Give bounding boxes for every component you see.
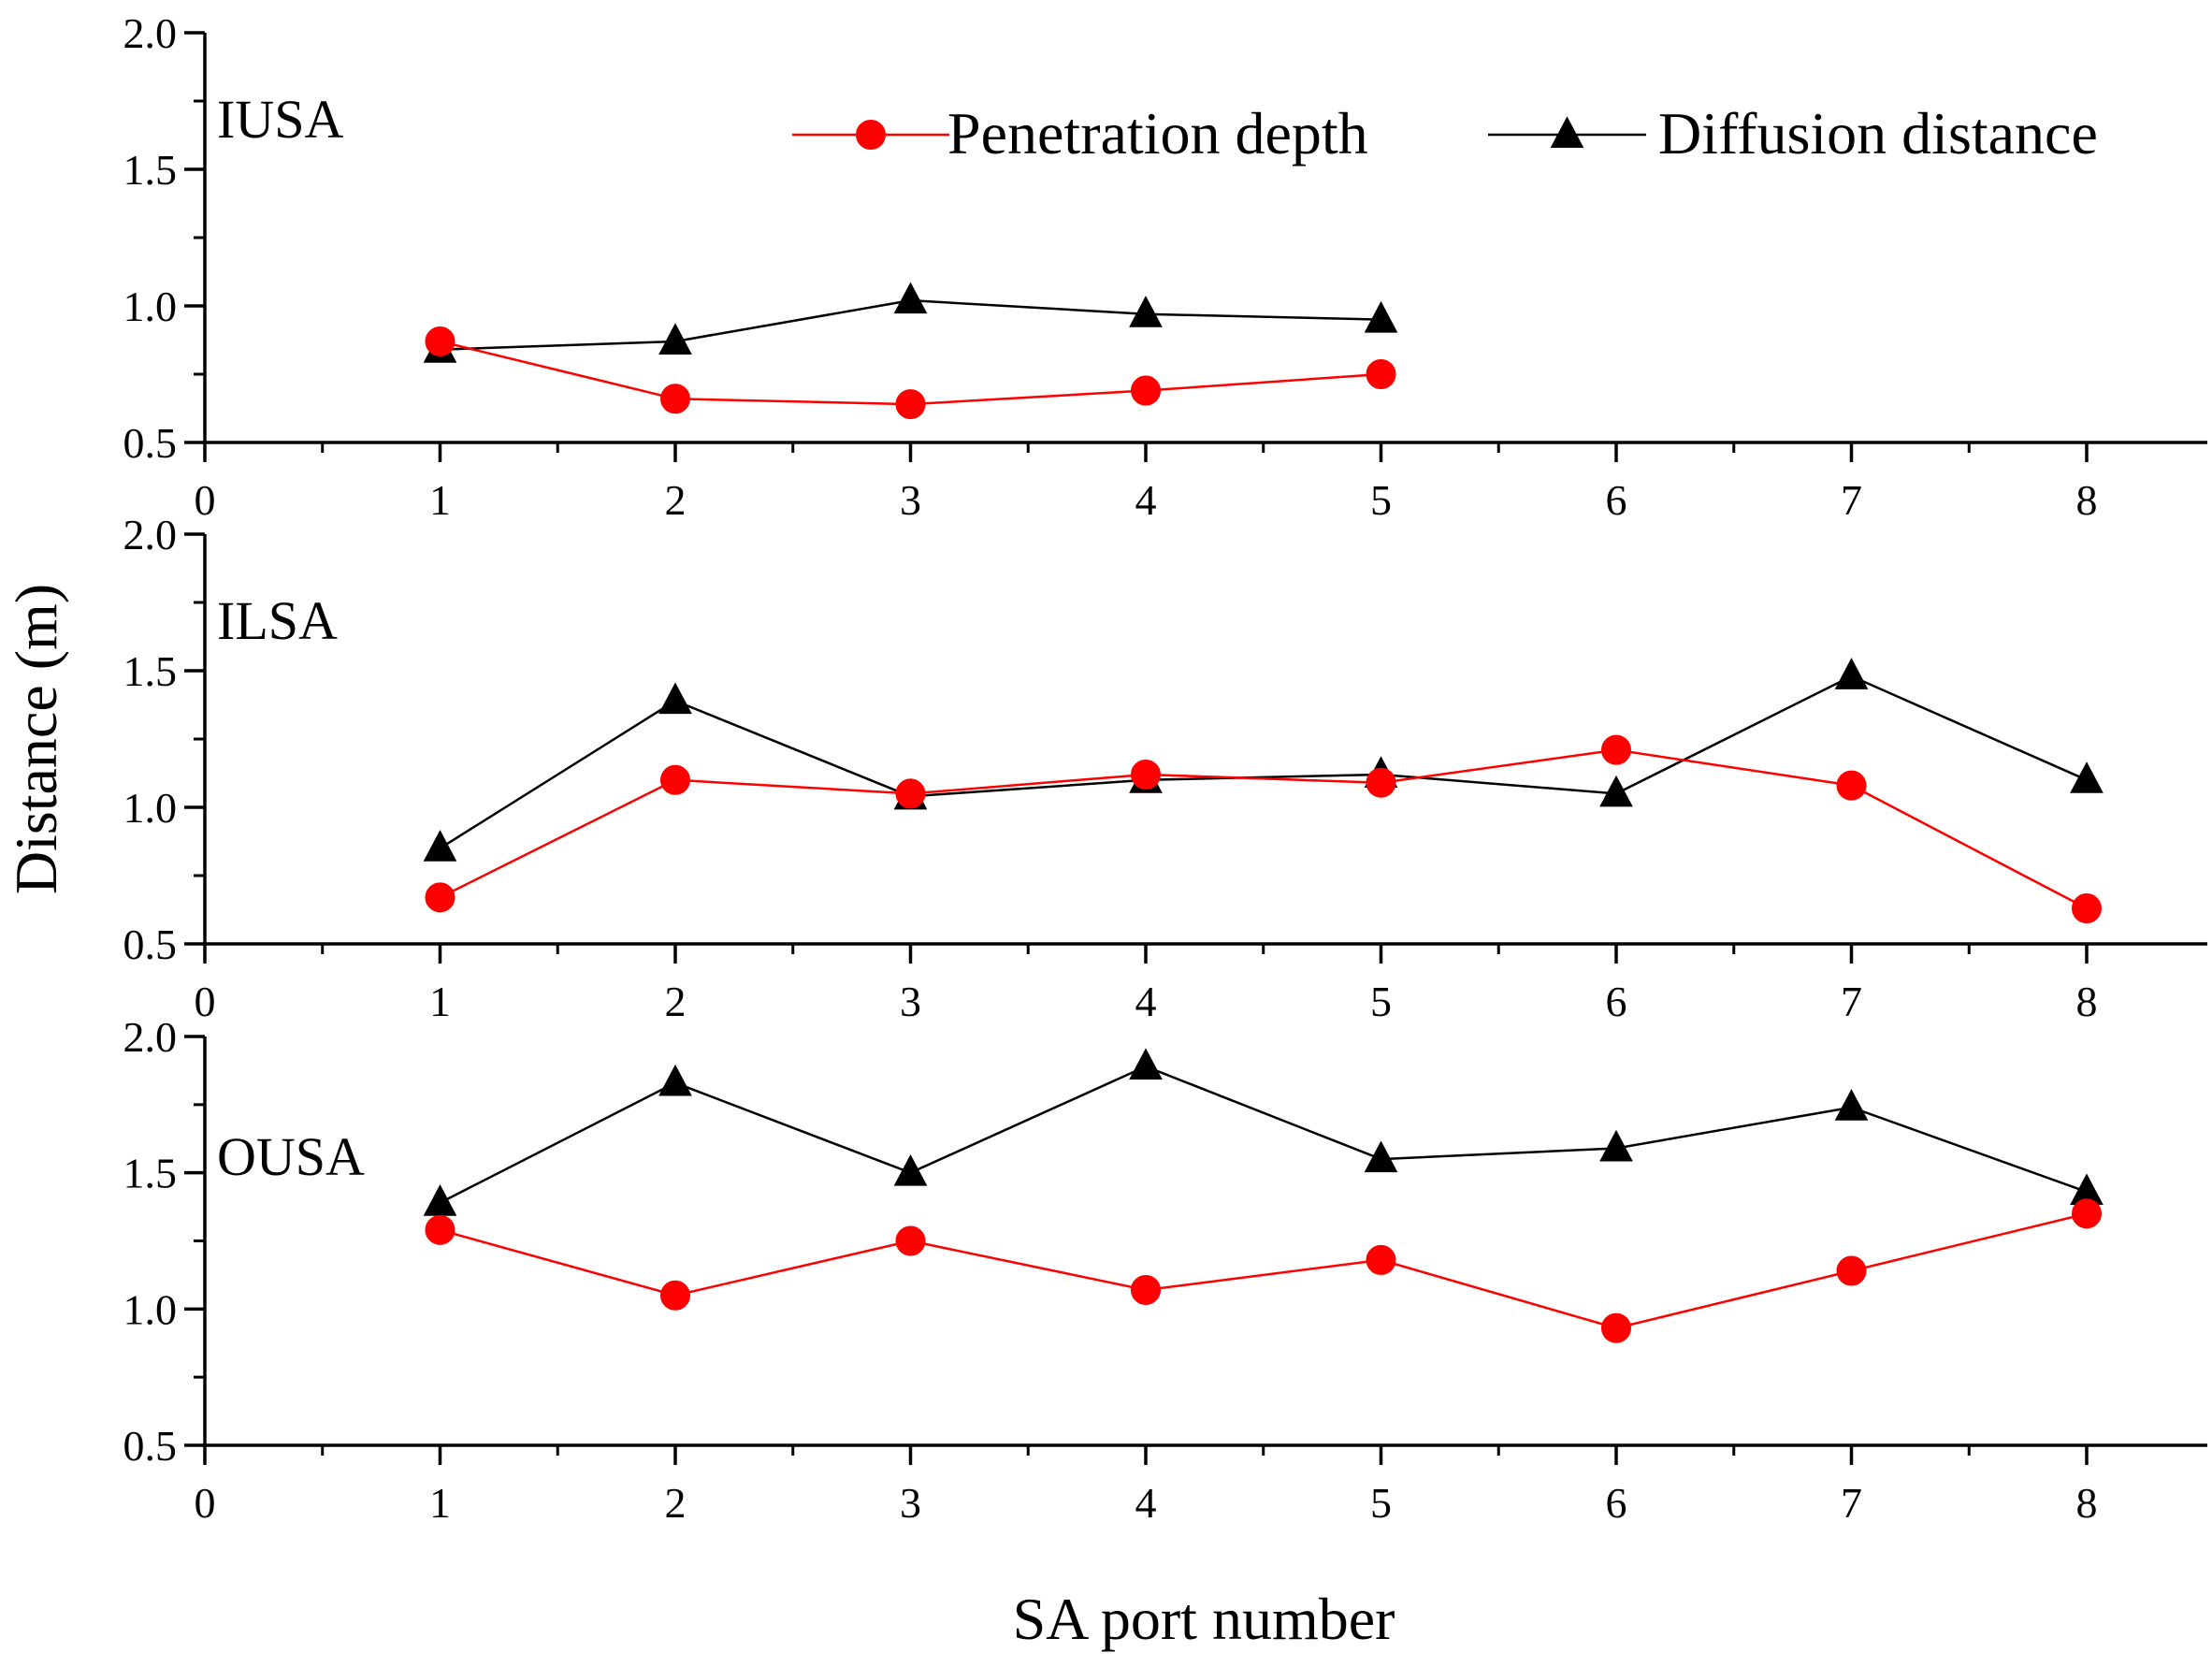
x-tick-label: 8 xyxy=(2076,476,2098,524)
diffusion-distance-point xyxy=(1599,1129,1633,1162)
diffusion-distance-point xyxy=(658,1064,692,1096)
panel-ilsa: 0.5 1.0 1.5 2.0 0 1 2 3 4 5 6 7 8 ILSA xyxy=(123,511,2207,1025)
y-tick-label: 0.5 xyxy=(123,1422,178,1470)
legend-marker-diffusion-distance xyxy=(1550,116,1584,148)
x-tick-label: 2 xyxy=(665,978,687,1025)
x-tick-label: 3 xyxy=(900,1479,921,1527)
penetration-depth-point xyxy=(1366,767,1396,798)
x-tick-label: 2 xyxy=(665,1479,687,1527)
panel-label: OUSA xyxy=(217,1126,365,1187)
penetration-depth-point xyxy=(1601,1312,1631,1343)
y-tick-label: 1.0 xyxy=(123,784,178,832)
panel-ousa: 0.5 1.0 1.5 2.0 0 1 2 3 4 5 6 7 8 OUSA xyxy=(123,1013,2207,1527)
x-tick-label: 6 xyxy=(1606,978,1627,1025)
penetration-depth-point xyxy=(2072,893,2102,924)
panel-iusa: 0.5 1.0 1.5 2.0 0 1 2 3 4 5 6 7 8 IUSA xyxy=(123,9,2207,524)
x-tick-label: 7 xyxy=(1841,476,1862,524)
penetration-depth-point xyxy=(895,389,926,420)
diffusion-distance-line xyxy=(439,674,2088,849)
x-tick-label: 6 xyxy=(1606,1479,1627,1527)
x-tick-label: 4 xyxy=(1135,476,1157,524)
diffusion-distance-point xyxy=(423,1184,457,1216)
x-tick-label: 0 xyxy=(195,1479,216,1527)
x-tick-label: 5 xyxy=(1370,1479,1392,1527)
x-tick-label: 2 xyxy=(665,476,687,524)
penetration-depth-point xyxy=(425,326,455,356)
y-tick-label: 1.5 xyxy=(123,647,178,695)
legend-label-diffusion-distance: Diffusion distance xyxy=(1658,100,2098,167)
x-tick-label: 4 xyxy=(1135,978,1157,1025)
x-tick-label: 5 xyxy=(1370,978,1392,1025)
diffusion-distance-point xyxy=(1834,1089,1869,1121)
x-tick-label: 5 xyxy=(1370,476,1392,524)
y-tick-label: 0.5 xyxy=(123,920,178,968)
legend-label-penetration-depth: Penetration depth xyxy=(947,100,1368,167)
y-tick-label: 2.0 xyxy=(123,9,178,57)
penetration-depth-line xyxy=(440,1212,2088,1330)
penetration-depth-point xyxy=(1366,359,1396,389)
y-axis-title: Distance (m) xyxy=(3,584,69,894)
penetration-depth-point xyxy=(660,384,690,414)
y-tick-label: 1.0 xyxy=(123,1285,178,1333)
penetration-depth-point xyxy=(1366,1244,1396,1275)
x-tick-label: 1 xyxy=(429,476,451,524)
x-tick-label: 7 xyxy=(1841,1479,1862,1527)
penetration-depth-point xyxy=(1131,759,1161,790)
diffusion-distance-point xyxy=(423,830,457,862)
diffusion-distance-point xyxy=(2070,761,2104,793)
diffusion-distance-line xyxy=(439,1065,2088,1204)
x-tick-label: 6 xyxy=(1606,476,1627,524)
penetration-depth-point xyxy=(425,882,455,913)
x-tick-label: 8 xyxy=(2076,1479,2098,1527)
diffusion-distance-point xyxy=(1599,775,1633,807)
panel-label: IUSA xyxy=(217,89,343,150)
diffusion-distance-point xyxy=(1364,300,1398,333)
penetration-depth-line xyxy=(439,748,2088,910)
penetration-depth-point xyxy=(660,764,690,795)
x-tick-label: 3 xyxy=(900,978,921,1025)
y-tick-label: 2.0 xyxy=(123,1013,178,1061)
penetration-depth-point xyxy=(1601,734,1631,765)
diffusion-distance-point xyxy=(1129,296,1163,327)
panel-label: ILSA xyxy=(217,590,338,651)
diffusion-distance-point xyxy=(658,682,692,715)
penetration-depth-point xyxy=(1131,375,1161,406)
y-tick-label: 1.5 xyxy=(123,1150,178,1197)
x-tick-label: 4 xyxy=(1135,1479,1157,1527)
x-tick-label: 7 xyxy=(1841,978,1862,1025)
y-tick-label: 1.5 xyxy=(123,146,178,194)
y-tick-label: 1.0 xyxy=(123,283,178,330)
x-tick-label: 0 xyxy=(195,978,216,1025)
penetration-depth-point xyxy=(895,1225,926,1256)
penetration-depth-point xyxy=(895,778,926,809)
y-tick-label: 2.0 xyxy=(123,511,178,558)
legend-marker-penetration-depth xyxy=(856,120,886,150)
x-tick-label: 8 xyxy=(2076,978,2098,1025)
x-tick-label: 3 xyxy=(900,476,921,524)
x-tick-label: 1 xyxy=(429,1479,451,1527)
penetration-depth-point xyxy=(425,1214,455,1245)
diffusion-distance-point xyxy=(1129,1048,1163,1080)
diffusion-distance-point xyxy=(893,282,928,314)
diffusion-distance-point xyxy=(1364,1140,1398,1173)
penetration-depth-point xyxy=(1131,1274,1161,1305)
penetration-depth-point xyxy=(1836,1255,1867,1286)
penetration-depth-point xyxy=(2072,1198,2102,1229)
penetration-depth-point xyxy=(660,1280,690,1311)
diffusion-distance-point xyxy=(893,1153,928,1186)
x-tick-label: 1 xyxy=(429,978,451,1025)
x-axis-title: SA port number xyxy=(1013,1586,1395,1652)
legend: Penetration depth Diffusion distance xyxy=(792,100,2098,167)
x-tick-label: 0 xyxy=(195,476,216,524)
penetration-depth-point xyxy=(1836,770,1867,801)
diffusion-distance-point xyxy=(1834,658,1869,689)
diffusion-distance-point xyxy=(658,323,692,355)
y-tick-label: 0.5 xyxy=(123,419,178,467)
